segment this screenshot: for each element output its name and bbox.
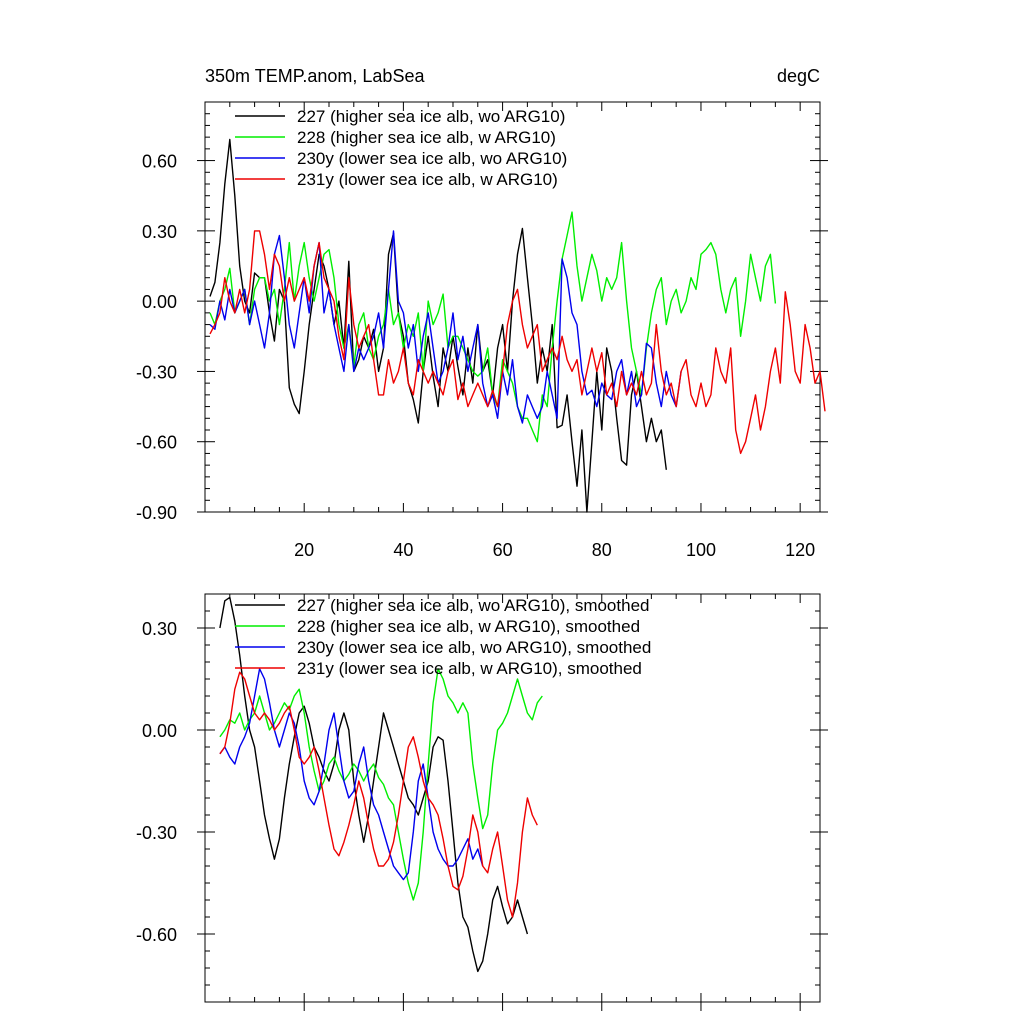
chart-title: 350m TEMP.anom, LabSea: [205, 66, 425, 86]
x-tick-label-20: 20: [294, 540, 314, 560]
y-tick-label-0.30: 0.30: [142, 222, 177, 242]
series-line-0-0: [209, 138, 667, 513]
y-tick-label--0.60: -0.60: [136, 433, 177, 453]
legend-label-1-0: 227 (higher sea ice alb, wo ARG10), smoo…: [297, 596, 649, 615]
units-label: degC: [777, 66, 820, 86]
series-line-1-2: [219, 668, 484, 881]
x-tick-label-80: 80: [592, 540, 612, 560]
x-tick-label-100: 100: [686, 540, 716, 560]
series-line-0-3: [209, 230, 826, 455]
bottom-panel: 0.30 0.00 -0.30 -0.60 227 (higher sea ice al…: [136, 593, 828, 1011]
legend-label-0-2: 230y (lower sea ice alb, wo ARG10): [297, 149, 567, 168]
series-line-1-0: [219, 596, 529, 973]
legend-label-0-1: 228 (higher sea ice alb, w ARG10): [297, 128, 556, 147]
y-tick-label-0.30: 0.30: [142, 619, 177, 639]
y-tick-label-0.00: 0.00: [142, 292, 177, 312]
x-tick-label-60: 60: [493, 540, 513, 560]
legend-label-1-2: 230y (lower sea ice alb, wo ARG10), smoo…: [297, 638, 651, 657]
series-line-0-2: [209, 230, 682, 424]
plot-frame-0: [204, 101, 821, 513]
y-tick-label--0.30: -0.30: [136, 362, 177, 382]
series-line-0-1: [209, 211, 777, 443]
legend-label-0-0: 227 (higher sea ice alb, wo ARG10): [297, 107, 565, 126]
y-tick-label--0.90: -0.90: [136, 503, 177, 523]
y-tick-label-0.60: 0.60: [142, 152, 177, 172]
legend-label-0-3: 231y (lower sea ice alb, w ARG10): [297, 170, 558, 189]
legend-label-1-3: 231y (lower sea ice alb, w ARG10), smoot…: [297, 659, 642, 678]
y-tick-label--0.30: -0.30: [136, 823, 177, 843]
legend-label-1-1: 228 (higher sea ice alb, w ARG10), smoot…: [297, 617, 640, 636]
series-line-1-3: [219, 671, 538, 918]
x-tick-label-40: 40: [393, 540, 413, 560]
y-tick-label--0.60: -0.60: [136, 925, 177, 945]
y-tick-label-0.00: 0.00: [142, 721, 177, 741]
top-panel: 350m TEMP.anom, LabSea degC 20 40 60 80 100 120…: [136, 66, 828, 560]
x-tick-label-120: 120: [785, 540, 815, 560]
